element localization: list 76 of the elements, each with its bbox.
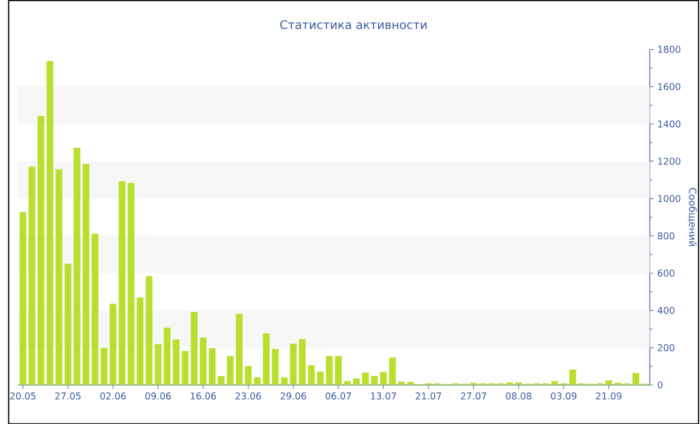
bar — [298, 338, 306, 385]
bar — [344, 380, 351, 385]
bar — [236, 314, 243, 385]
x-tick-label: 27.07 — [460, 392, 486, 400]
x-tick-label: 03.09 — [550, 392, 576, 400]
y-tick-label: 0 — [658, 381, 663, 388]
bar — [290, 344, 297, 385]
bar — [38, 116, 44, 385]
bar — [353, 378, 360, 385]
bar — [46, 60, 54, 385]
bar — [632, 372, 640, 385]
x-tick-label: 20.05 — [10, 392, 36, 400]
x-tick-label: 06.07 — [326, 392, 351, 400]
y-axis-title: Сообщений — [688, 188, 697, 246]
bar — [100, 347, 108, 385]
x-tick-label: 21.09 — [596, 392, 622, 400]
bar — [326, 356, 333, 385]
bar — [605, 380, 612, 385]
bar — [64, 264, 72, 385]
bar — [28, 166, 36, 385]
bar — [272, 348, 279, 385]
chart-title: Статистика активности — [280, 20, 426, 29]
y-tick-label: 1600 — [658, 82, 680, 90]
bar — [128, 182, 134, 385]
x-tick-label: 27.05 — [55, 392, 81, 400]
x-tick-label: 13.07 — [371, 392, 396, 400]
bar — [262, 333, 270, 385]
bar — [74, 148, 80, 385]
bar — [154, 344, 162, 385]
bar — [136, 297, 144, 385]
bar — [182, 350, 188, 385]
bar — [110, 303, 116, 385]
x-tick-label: 23.06 — [236, 392, 262, 400]
bar — [56, 169, 62, 385]
bar — [82, 164, 90, 385]
bar — [164, 328, 170, 385]
bar — [407, 382, 414, 385]
x-tick-label: 29.06 — [280, 392, 306, 400]
x-tick-label: 08.08 — [506, 392, 532, 400]
y-tick-label: 800 — [658, 232, 674, 240]
bar — [362, 372, 369, 385]
bar — [316, 371, 324, 385]
y-tick-label: 600 — [658, 269, 674, 276]
bar — [506, 382, 513, 385]
bar — [244, 366, 252, 385]
bar — [172, 339, 180, 385]
bar — [20, 212, 26, 385]
bar — [515, 382, 522, 385]
x-tick-label: 09.06 — [145, 392, 171, 400]
y-tick-label: 400 — [658, 306, 674, 314]
bar — [146, 276, 152, 385]
bar — [551, 380, 558, 385]
bar — [218, 376, 225, 385]
y-tick-label: 1800 — [658, 46, 680, 53]
bar — [569, 369, 576, 385]
bar — [208, 348, 216, 385]
bar — [389, 357, 396, 385]
y-tick-label: 1200 — [658, 157, 680, 165]
bar — [200, 337, 207, 385]
y-tick-label: 1000 — [658, 194, 680, 202]
bar — [380, 372, 387, 385]
bar — [190, 312, 198, 385]
x-tick-label: 02.06 — [100, 392, 126, 400]
y-tick-label: 1400 — [658, 120, 680, 128]
bar — [226, 356, 234, 385]
x-tick-label: 21.07 — [416, 392, 442, 400]
bar — [254, 376, 261, 385]
bar — [118, 180, 126, 385]
bar — [398, 381, 405, 385]
bar — [280, 377, 288, 385]
bar — [371, 376, 378, 385]
bar — [92, 234, 98, 385]
x-tick-label: 16.06 — [190, 392, 216, 400]
bar — [335, 356, 342, 385]
bar — [308, 364, 315, 385]
y-tick-label: 200 — [658, 344, 674, 352]
